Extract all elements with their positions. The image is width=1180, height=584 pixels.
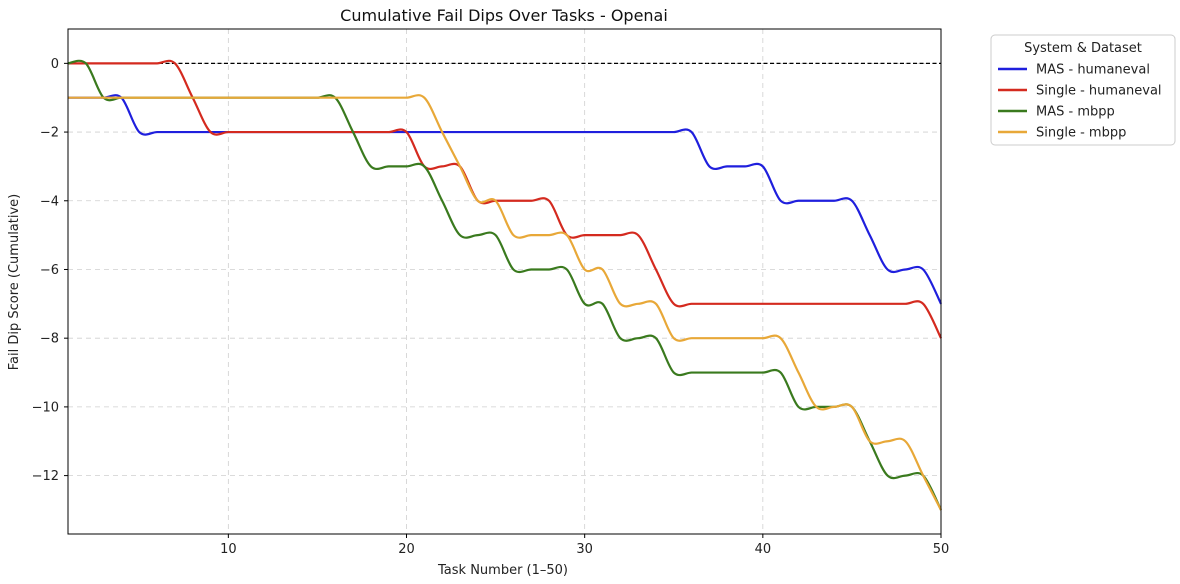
x-tick-label: 30	[576, 542, 593, 557]
legend-entry: Single - humaneval	[1036, 84, 1162, 99]
y-tick-label: −8	[40, 332, 59, 347]
series-line-0	[68, 94, 942, 305]
plot-frame	[67, 28, 942, 535]
y-tick-label: −6	[40, 263, 59, 278]
y-tick-label: 0	[51, 57, 59, 72]
legend-entry: MAS - humaneval	[1036, 63, 1150, 78]
chart-title: Cumulative Fail Dips Over Tasks - Openai	[340, 6, 668, 25]
series-line-1	[68, 59, 942, 339]
legend-title: System & Dataset	[1024, 41, 1142, 56]
legend: System & Dataset MAS - humaneval Single -…	[990, 34, 1176, 146]
legend-entry: MAS - mbpp	[1036, 105, 1115, 120]
legend-frame	[990, 34, 1176, 146]
x-tick-label: 50	[933, 542, 950, 557]
grid	[68, 29, 942, 534]
x-axis-title: Task Number (1–50)	[437, 563, 568, 578]
y-axis-title: Fail Dip Score (Cumulative)	[7, 194, 22, 371]
axis-ticks: 10 20 30 40 50 0 −2 −4 −6 −8 −10 −12	[32, 57, 950, 557]
series-line-3	[68, 94, 942, 511]
x-tick-label: 40	[755, 542, 772, 557]
x-tick-label: 10	[220, 542, 237, 557]
y-tick-label: −10	[32, 400, 59, 415]
y-tick-label: −2	[40, 126, 59, 141]
series-lines	[67, 59, 942, 511]
series-line-2	[67, 59, 942, 511]
y-tick-label: −12	[32, 469, 59, 484]
y-tick-label: −4	[40, 194, 59, 209]
x-tick-label: 20	[398, 542, 415, 557]
legend-entry: Single - mbpp	[1036, 126, 1126, 141]
